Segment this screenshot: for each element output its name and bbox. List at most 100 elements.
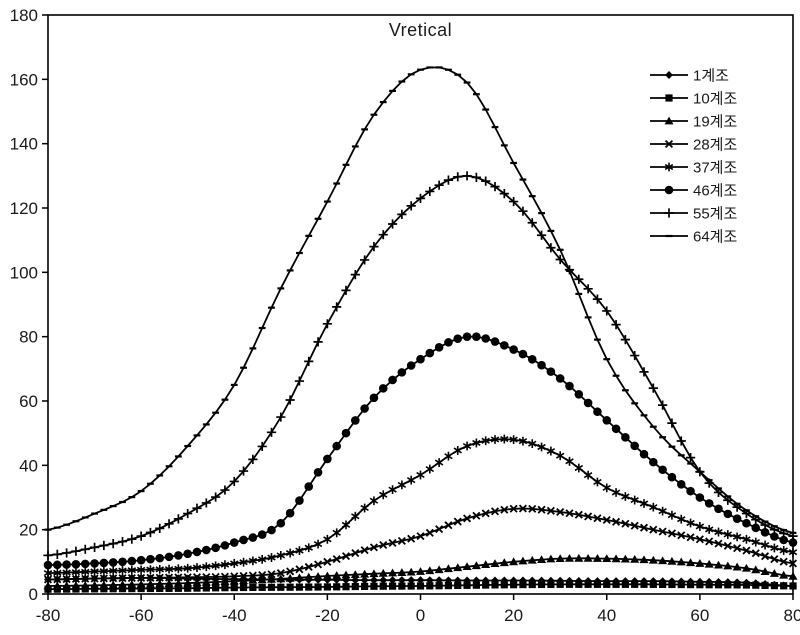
circle-marker-icon <box>248 533 258 542</box>
square-marker-icon <box>342 583 350 591</box>
asterisk-marker-icon <box>304 543 313 553</box>
plus-marker-icon <box>602 306 612 316</box>
asterisk-marker-icon <box>677 514 686 524</box>
circle-marker-icon <box>378 384 388 393</box>
plus-marker-icon <box>664 208 674 218</box>
x-marker-icon <box>416 532 425 541</box>
square-marker-icon <box>668 580 676 589</box>
x-marker-icon <box>584 512 593 521</box>
circle-marker-icon <box>295 496 304 505</box>
y-axis-tick-label: 160 <box>10 70 38 89</box>
x-marker-icon <box>723 541 732 550</box>
plus-marker-icon <box>136 531 146 541</box>
asterisk-marker-icon <box>528 439 537 449</box>
triangle-marker-icon <box>788 571 798 580</box>
circle-marker-icon <box>229 538 239 547</box>
triangle-marker-icon <box>527 555 537 564</box>
circle-marker-icon <box>527 355 537 364</box>
plus-marker-icon <box>685 453 696 463</box>
legend-label: 46계조 <box>693 183 737 200</box>
asterisk-marker-icon <box>313 539 323 549</box>
plus-marker-icon <box>536 230 547 240</box>
asterisk-marker-icon <box>360 503 369 513</box>
diamond-marker-icon <box>665 71 673 79</box>
asterisk-marker-icon <box>276 551 286 560</box>
square-marker-icon <box>752 581 760 589</box>
legend: 1계조 10계조 19계조 28계조 37계조 46계조 55계조 64계조 <box>650 68 737 246</box>
asterisk-marker-icon <box>146 565 155 575</box>
square-marker-icon <box>388 582 397 590</box>
x-marker-icon <box>528 504 537 513</box>
circle-marker-icon <box>80 559 90 569</box>
circle-marker-icon <box>453 334 463 343</box>
x-marker-icon <box>53 575 62 584</box>
asterisk-marker-icon <box>555 451 565 461</box>
asterisk-marker-icon <box>202 562 211 572</box>
x-marker-icon <box>444 521 453 530</box>
asterisk-marker-icon <box>490 435 500 444</box>
asterisk-marker-icon <box>537 442 546 452</box>
square-marker-icon <box>165 584 173 592</box>
square-marker-icon <box>528 580 536 589</box>
triangle-marker-icon <box>43 581 53 590</box>
asterisk-marker-icon <box>71 567 81 577</box>
x-marker-icon <box>788 559 798 568</box>
asterisk-marker-icon <box>742 534 751 544</box>
legend-label: 10계조 <box>693 91 737 108</box>
x-marker-icon <box>518 504 527 513</box>
plus-marker-icon <box>266 427 277 437</box>
triangle-marker-icon <box>760 567 770 576</box>
triangle-marker-icon <box>360 569 370 578</box>
triangle-marker-icon <box>378 568 388 577</box>
asterisk-marker-icon <box>118 566 127 575</box>
triangle-marker-icon <box>285 573 295 582</box>
square-marker-icon <box>267 583 276 591</box>
plus-marker-icon <box>378 230 388 240</box>
plus-marker-icon <box>592 294 603 304</box>
x-marker-icon <box>481 509 490 518</box>
asterisk-marker-icon <box>397 480 407 490</box>
asterisk-marker-icon <box>164 564 174 574</box>
x-marker-icon <box>81 574 90 583</box>
x-marker-icon <box>360 546 369 555</box>
square-marker-icon <box>640 580 648 588</box>
square-marker-icon <box>221 584 229 592</box>
triangle-marker-icon <box>443 564 453 573</box>
x-marker-icon <box>667 529 676 538</box>
diamond-marker-icon <box>397 576 406 585</box>
x-marker-icon <box>686 533 695 542</box>
square-marker-icon <box>593 580 602 588</box>
asterisk-marker-icon <box>406 475 416 485</box>
plus-marker-icon <box>415 193 426 203</box>
circle-marker-icon <box>649 457 658 467</box>
triangle-marker-icon <box>192 578 202 587</box>
asterisk-marker-icon <box>453 446 462 455</box>
asterisk-marker-icon <box>183 563 192 573</box>
circle-marker-icon <box>71 559 81 569</box>
triangle-marker-icon <box>99 580 109 589</box>
y-axis-tick-label: 100 <box>10 263 38 282</box>
asterisk-marker-icon <box>108 566 118 576</box>
triangle-marker-icon <box>741 563 751 572</box>
circle-marker-icon <box>723 509 733 519</box>
x-marker-icon <box>220 572 229 581</box>
square-marker-icon <box>665 94 673 102</box>
asterisk-marker-icon <box>611 488 621 497</box>
y-axis-tick-label: 0 <box>29 585 38 604</box>
legend-item-diamond: 1계조 <box>650 68 729 85</box>
square-marker-icon <box>109 585 117 593</box>
asterisk-marker-icon <box>462 441 472 451</box>
chart-title: Vretical <box>389 20 452 40</box>
circle-marker-icon <box>174 551 183 560</box>
circle-marker-icon <box>639 449 649 459</box>
plus-marker-icon <box>397 209 407 220</box>
triangle-marker-icon <box>397 568 407 576</box>
square-marker-icon <box>156 584 164 593</box>
triangle-marker-icon <box>145 579 155 588</box>
x-marker-icon <box>490 507 500 516</box>
series-x <box>43 504 798 584</box>
triangle-marker-icon <box>490 559 500 568</box>
triangle-marker-icon <box>518 556 528 565</box>
circle-marker-icon <box>760 528 770 537</box>
